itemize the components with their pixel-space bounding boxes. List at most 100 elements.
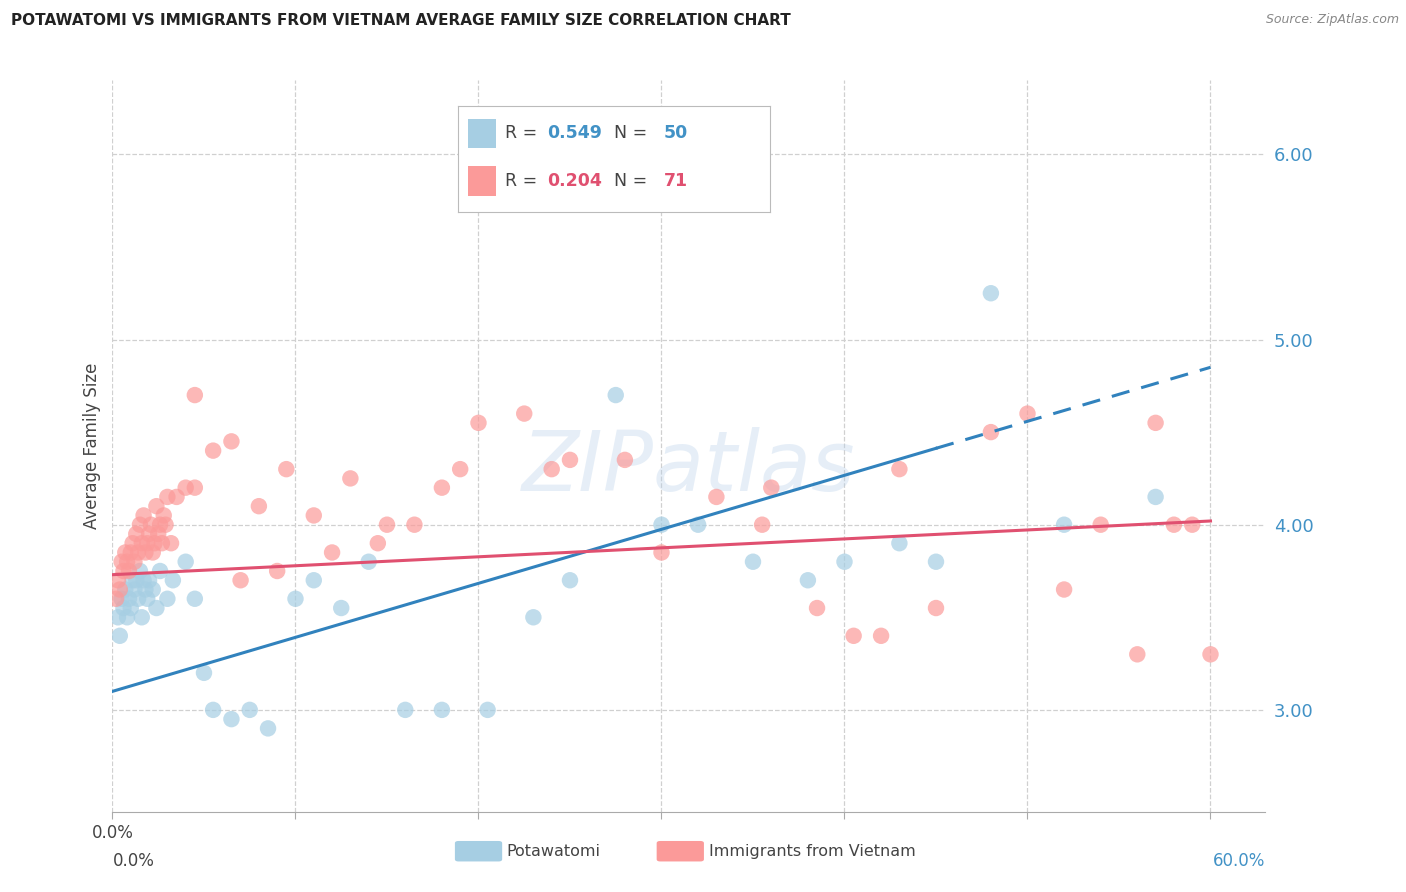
Point	[925, 601, 948, 615]
Point	[302, 508, 325, 523]
Point	[321, 545, 343, 559]
Point	[266, 564, 288, 578]
Text: Potawatomi: Potawatomi	[506, 844, 600, 859]
Point	[120, 545, 142, 559]
Point	[842, 629, 865, 643]
Text: ZIPatlas: ZIPatlas	[522, 427, 856, 508]
Point	[558, 453, 581, 467]
Point	[118, 591, 141, 606]
Point	[404, 517, 426, 532]
Point	[247, 499, 270, 513]
Point	[302, 574, 325, 588]
Point	[202, 703, 225, 717]
Point	[114, 545, 136, 559]
Point	[430, 481, 453, 495]
Point	[889, 536, 911, 550]
Point	[1053, 517, 1076, 532]
Point	[107, 574, 129, 588]
Point	[156, 490, 179, 504]
Point	[129, 564, 152, 578]
Point	[1163, 517, 1185, 532]
Point	[276, 462, 298, 476]
Point	[229, 574, 252, 588]
Point	[132, 508, 155, 523]
Point	[139, 517, 162, 532]
Point	[142, 582, 165, 597]
Point	[125, 527, 148, 541]
Point	[806, 601, 828, 615]
Point	[115, 555, 138, 569]
Point	[797, 574, 820, 588]
Text: Source: ZipAtlas.com: Source: ZipAtlas.com	[1265, 13, 1399, 27]
Point	[467, 416, 489, 430]
FancyBboxPatch shape	[456, 841, 502, 862]
Point	[202, 443, 225, 458]
Point	[375, 517, 398, 532]
Point	[284, 591, 307, 606]
Point	[1090, 517, 1112, 532]
Point	[152, 508, 174, 523]
Point	[142, 545, 165, 559]
Text: POTAWATOMI VS IMMIGRANTS FROM VIETNAM AVERAGE FAMILY SIZE CORRELATION CHART: POTAWATOMI VS IMMIGRANTS FROM VIETNAM AV…	[11, 13, 792, 29]
Text: 0.0%: 0.0%	[112, 852, 155, 870]
Point	[889, 462, 911, 476]
Point	[121, 536, 143, 550]
Point	[184, 388, 207, 402]
Point	[145, 499, 167, 513]
Point	[136, 536, 159, 550]
Point	[112, 601, 135, 615]
Point	[118, 564, 141, 578]
Point	[131, 610, 153, 624]
Point	[124, 555, 146, 569]
Point	[184, 481, 207, 495]
Point	[1126, 648, 1149, 662]
Point	[1199, 648, 1222, 662]
Point	[540, 462, 562, 476]
Point	[980, 286, 1002, 301]
Point	[239, 703, 262, 717]
Point	[688, 517, 710, 532]
Point	[134, 582, 156, 597]
Point	[449, 462, 471, 476]
Point	[330, 601, 353, 615]
Point	[131, 536, 153, 550]
Point	[127, 545, 149, 559]
Point	[980, 425, 1002, 439]
Point	[156, 591, 179, 606]
Point	[112, 564, 135, 578]
Point	[184, 591, 207, 606]
Point	[367, 536, 389, 550]
Point	[155, 517, 177, 532]
Point	[148, 527, 170, 541]
Point	[134, 545, 156, 559]
Point	[605, 388, 627, 402]
Point	[111, 555, 134, 569]
Point	[160, 536, 183, 550]
Point	[613, 453, 636, 467]
Point	[105, 591, 128, 606]
Point	[143, 536, 166, 550]
Point	[870, 629, 893, 643]
Y-axis label: Average Family Size: Average Family Size	[83, 363, 101, 529]
Point	[1144, 416, 1167, 430]
Point	[114, 582, 136, 597]
Point	[706, 490, 728, 504]
Point	[174, 555, 197, 569]
Point	[834, 555, 856, 569]
Point	[339, 471, 361, 485]
Point	[121, 574, 143, 588]
Point	[257, 722, 280, 736]
Point	[522, 610, 544, 624]
Point	[1144, 490, 1167, 504]
Point	[742, 555, 765, 569]
Point	[150, 536, 173, 550]
Point	[558, 574, 581, 588]
Point	[166, 490, 188, 504]
Point	[925, 555, 948, 569]
Point	[162, 574, 184, 588]
Point	[1181, 517, 1204, 532]
Point	[149, 517, 172, 532]
Point	[129, 517, 152, 532]
Point	[149, 564, 172, 578]
Point	[107, 610, 129, 624]
